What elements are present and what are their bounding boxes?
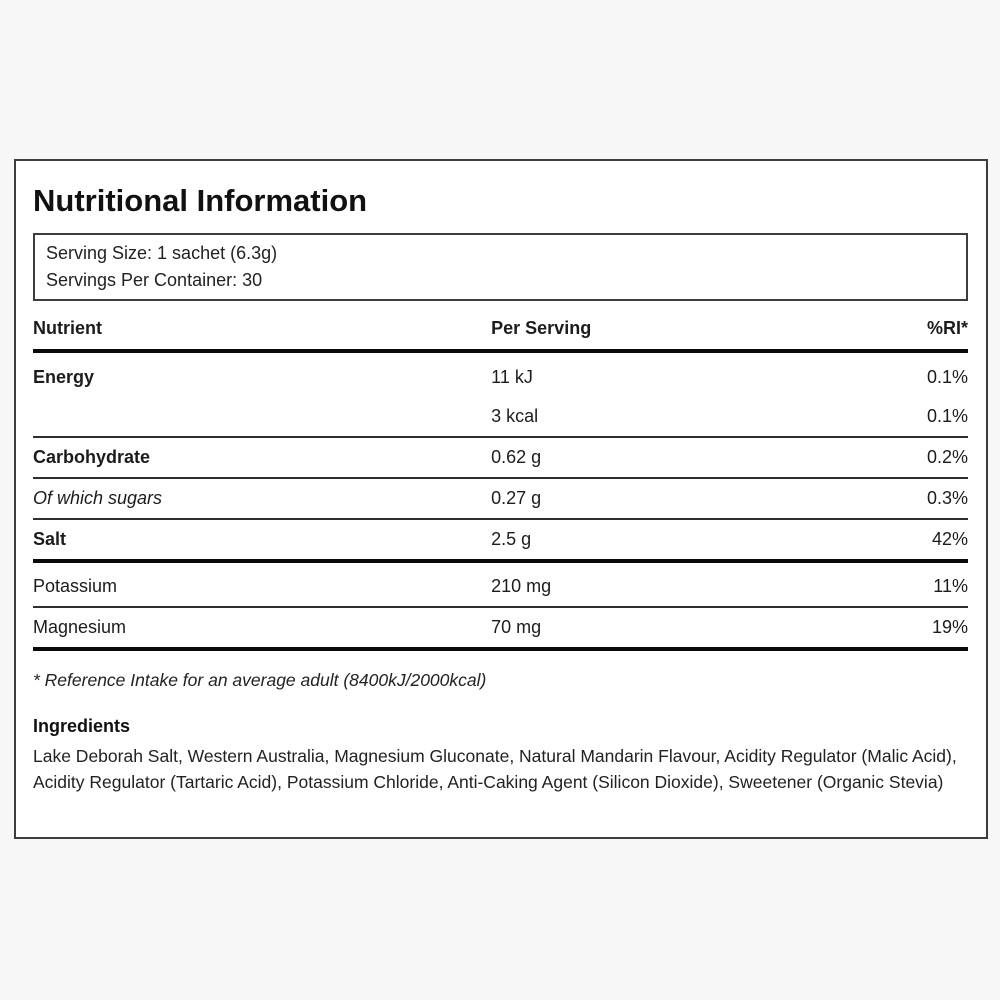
per-serving-cell: 2.5 g (491, 519, 781, 563)
per-serving-cell: 3 kcal (491, 397, 781, 438)
ri-cell: 0.2% (780, 437, 968, 479)
table-row-magnesium: Magnesium 70 mg 19% (33, 607, 968, 651)
table-header-row: Nutrient Per Serving %RI* (33, 314, 968, 353)
reference-intake-footnote: * Reference Intake for an average adult … (33, 670, 487, 690)
nutrition-table: Nutrient Per Serving %RI* Energy 11 kJ 0… (33, 314, 968, 651)
column-header-ri: %RI* (780, 314, 968, 353)
ri-cell: 42% (780, 519, 968, 563)
serving-size-text: Serving Size: 1 sachet (6.3g) (46, 243, 278, 263)
ri-cell: 11% (780, 561, 968, 608)
ri-cell: 0.1% (926, 367, 968, 387)
column-header-nutrient: Nutrient (33, 314, 492, 353)
ri-cell: 0.1% (780, 397, 968, 438)
nutrient-cell: Magnesium (33, 607, 492, 651)
per-serving-cell: 70 mg (491, 607, 781, 651)
table-row-potassium: Potassium 210 mg 11% (33, 561, 968, 608)
nutrient-cell: Potassium (33, 561, 492, 608)
ingredients-text: Lake Deborah Salt, Western Australia, Ma… (33, 746, 957, 792)
nutrient-cell: Carbohydrate (33, 437, 492, 479)
table-row-carbohydrate: Carbohydrate 0.62 g 0.2% (33, 437, 968, 479)
ingredients-heading: Ingredients (33, 716, 131, 736)
column-header-per-serving: Per Serving (491, 314, 781, 353)
nutrient-cell: Energy (33, 367, 95, 387)
table-row-salt: Salt 2.5 g 42% (33, 519, 968, 563)
page-title: Nutritional Information (33, 183, 368, 218)
ri-cell: 0.3% (780, 478, 968, 520)
serving-info-box: Serving Size: 1 sachet (6.3g) Servings P… (33, 233, 968, 301)
nutrition-label-card: Nutritional Information Serving Size: 1 … (14, 159, 988, 839)
table-row-energy-kcal: 3 kcal 0.1% (33, 397, 968, 438)
per-serving-cell: 0.27 g (491, 478, 781, 520)
ri-cell: 19% (780, 607, 968, 651)
nutrient-cell: Salt (33, 519, 492, 563)
table-row-energy: Energy 11 kJ 0.1% (33, 351, 968, 397)
table-row-sugars: Of which sugars 0.27 g 0.3% (33, 478, 968, 520)
nutrient-cell (33, 397, 492, 438)
per-serving-cell: 210 mg (491, 561, 781, 608)
per-serving-cell: 11 kJ (491, 367, 533, 387)
servings-per-container-text: Servings Per Container: 30 (46, 270, 263, 290)
per-serving-cell: 0.62 g (491, 437, 781, 479)
nutrient-cell: Of which sugars (33, 478, 492, 520)
